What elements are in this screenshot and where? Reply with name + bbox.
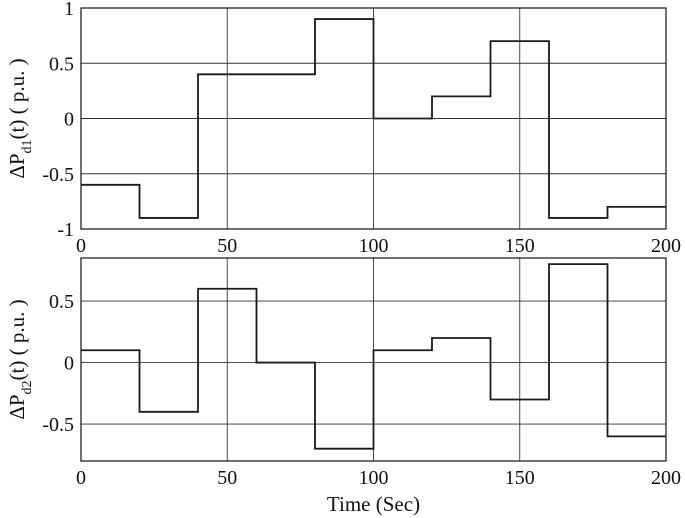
plot-frame [80, 7, 667, 230]
y-axis-label: ΔPd1(t) ( p.u. ) [5, 58, 35, 178]
y-axis-label: ΔPd2(t) ( p.u. ) [5, 299, 35, 419]
bottom-panel: 0 50 100 150 200 0.5 0 -0.5 ΔPd2(t) ( p.u. ) Time… [5, 257, 681, 516]
x-tick-label: 150 [505, 467, 535, 489]
y-tick-label: 0.5 [49, 53, 74, 75]
x-tick-label: 150 [505, 235, 535, 257]
series-line [81, 18, 666, 219]
y-tick-label: 0.5 [49, 291, 74, 313]
x-tick-label: 0 [76, 467, 86, 489]
x-tick-label: 200 [651, 235, 681, 257]
plot-frame [80, 257, 667, 462]
y-tick-label: -1 [57, 219, 74, 241]
x-tick-label: 50 [217, 467, 237, 489]
y-tick-label: 1 [64, 0, 74, 20]
top-panel: 0 50 100 150 200 1 0.5 0 -0.5 -1 ΔPd1(t) ( p.u. ) [5, 0, 681, 257]
x-tick-label: 100 [359, 467, 389, 489]
x-axis-label: Time (Sec) [327, 492, 420, 516]
y-tick-label: -0.5 [42, 414, 74, 436]
x-tick-label: 0 [76, 235, 86, 257]
y-tick-label: 0 [64, 109, 74, 131]
x-tick-label: 100 [359, 235, 389, 257]
y-tick-label: -0.5 [42, 164, 74, 186]
x-tick-label: 50 [217, 235, 237, 257]
series-line [81, 263, 666, 450]
y-tick-label: 0 [64, 353, 74, 375]
x-tick-label: 200 [651, 467, 681, 489]
